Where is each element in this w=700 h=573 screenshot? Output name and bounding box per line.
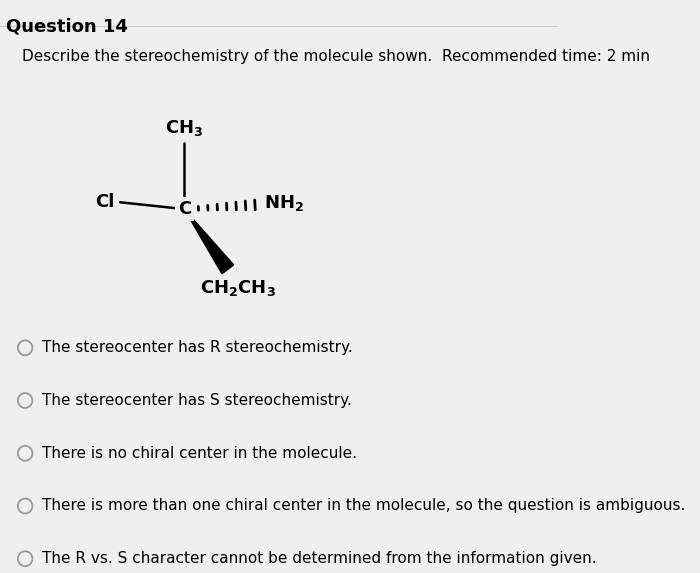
Text: $\mathregular{NH_2}$: $\mathregular{NH_2}$ [264,193,304,213]
Text: Describe the stereochemistry of the molecule shown.  Recommended time: 2 min: Describe the stereochemistry of the mole… [22,49,650,64]
Text: There is more than one chiral center in the molecule, so the question is ambiguo: There is more than one chiral center in … [42,499,685,513]
Text: The R vs. S character cannot be determined from the information given.: The R vs. S character cannot be determin… [42,551,596,566]
Text: C: C [178,200,191,218]
Text: Cl: Cl [95,193,115,211]
Text: The stereocenter has R stereochemistry.: The stereocenter has R stereochemistry. [42,340,353,355]
Text: $\mathregular{CH_3}$: $\mathregular{CH_3}$ [165,117,204,138]
Text: The stereocenter has S stereochemistry.: The stereocenter has S stereochemistry. [42,393,352,408]
Text: $\mathregular{CH_2CH_3}$: $\mathregular{CH_2CH_3}$ [200,278,276,298]
Polygon shape [184,209,234,274]
Text: There is no chiral center in the molecule.: There is no chiral center in the molecul… [42,446,357,461]
Text: Question 14: Question 14 [6,17,127,35]
